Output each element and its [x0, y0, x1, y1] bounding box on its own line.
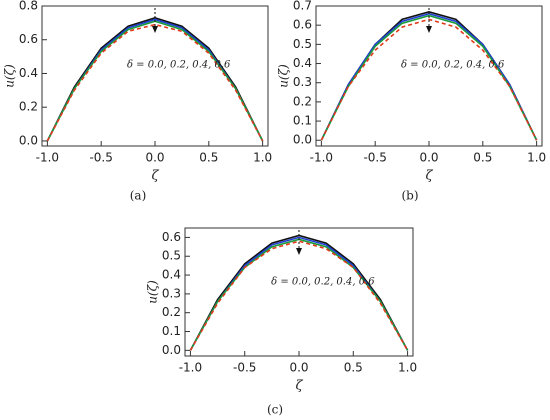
- x-tick-label: 0.5: [473, 151, 492, 165]
- y-axis-label: u(ζ): [146, 280, 160, 304]
- x-tick-label: 0.5: [199, 151, 218, 165]
- panel-label: (a): [130, 189, 147, 203]
- y-tick-label: 0.4: [293, 56, 312, 70]
- x-tick-label: 0.0: [419, 151, 438, 165]
- arrow-head: [296, 248, 302, 255]
- y-tick-label: 0.2: [162, 305, 181, 319]
- y-tick-label: 0.5: [293, 37, 312, 51]
- y-tick-label: 0.8: [19, 0, 38, 13]
- x-tick-label: -0.5: [233, 361, 256, 375]
- y-tick-label: 0.2: [19, 100, 38, 114]
- data-line: [189, 238, 409, 351]
- y-axis-label: u(ζ): [277, 64, 291, 88]
- data-line: [46, 20, 264, 142]
- y-tick-label: 0.2: [293, 94, 312, 108]
- arrow-head: [426, 26, 432, 33]
- y-tick-label: 0.3: [162, 286, 181, 300]
- x-tick-label: 0.0: [289, 361, 308, 375]
- panel-label: (b): [401, 189, 418, 203]
- data-line: [46, 16, 264, 142]
- y-tick-label: 0.6: [293, 18, 312, 32]
- x-tick-label: -1.0: [310, 151, 333, 165]
- y-tick-label: 0.4: [162, 268, 181, 282]
- y-axis-label: u(ζ): [3, 64, 17, 88]
- x-axis-label: ζ: [425, 169, 433, 184]
- y-tick-label: 0.0: [19, 133, 38, 147]
- data-line: [46, 23, 264, 142]
- x-tick-label: 0.5: [344, 361, 363, 375]
- arrow-head: [152, 26, 158, 33]
- x-tick-label: 0.0: [145, 151, 164, 165]
- y-tick-label: 0.5: [162, 249, 181, 263]
- y-tick-label: 0.6: [19, 32, 38, 46]
- y-tick-label: 0.1: [293, 114, 312, 128]
- y-tick-label: 0.4: [19, 66, 38, 80]
- x-tick-label: -1.0: [179, 361, 202, 375]
- y-tick-label: 0.3: [293, 75, 312, 89]
- x-tick-label: 1.0: [253, 151, 272, 165]
- x-axis-label: ζ: [151, 169, 159, 184]
- annotation: δ = 0.0, 0.2, 0.4, 0.6: [127, 59, 231, 70]
- y-tick-label: 0.0: [162, 343, 181, 357]
- x-tick-label: -0.5: [363, 151, 386, 165]
- y-tick-label: 0.7: [293, 0, 312, 13]
- x-axis-label: ζ: [295, 379, 303, 394]
- x-tick-label: 1.0: [527, 151, 546, 165]
- x-tick-label: -1.0: [36, 151, 59, 165]
- x-tick-label: -0.5: [89, 151, 112, 165]
- panel-label: (c): [267, 403, 283, 417]
- y-tick-label: 0.1: [162, 324, 181, 338]
- x-tick-label: 1.0: [398, 361, 417, 375]
- y-tick-label: 0.0: [293, 133, 312, 147]
- annotation: δ = 0.0, 0.2, 0.4, 0.6: [401, 59, 505, 70]
- annotation: δ = 0.0, 0.2, 0.4, 0.6: [271, 276, 375, 287]
- data-line: [320, 18, 538, 141]
- y-tick-label: 0.6: [162, 230, 181, 244]
